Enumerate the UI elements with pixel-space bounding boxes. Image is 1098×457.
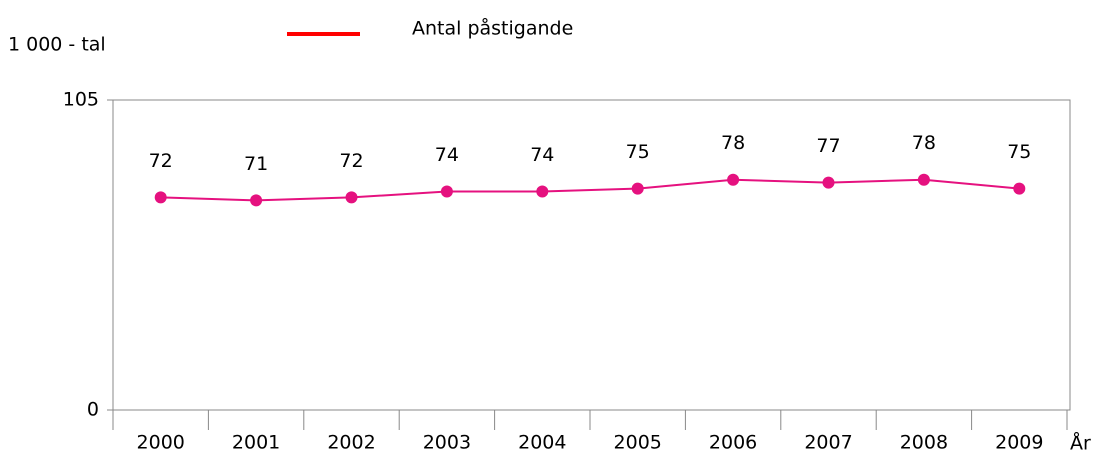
x-tick-label: 2000 (137, 432, 185, 454)
data-label: 78 (912, 132, 936, 154)
y-tick-label: 0 (87, 399, 99, 421)
data-point (822, 176, 835, 189)
data-point (154, 191, 167, 204)
data-point (440, 185, 453, 198)
x-axis-label: År (1070, 432, 1091, 455)
data-point (536, 185, 549, 198)
x-tick-label: 2002 (327, 432, 375, 454)
data-label: 75 (1007, 141, 1031, 163)
plot-area (112, 99, 1071, 411)
data-point (250, 194, 263, 207)
data-label: 72 (149, 150, 173, 172)
data-label: 71 (244, 153, 268, 175)
data-point (917, 173, 930, 186)
x-tick-label: 2008 (900, 432, 948, 454)
legend-label: Antal påstigande (412, 17, 573, 40)
data-label: 77 (816, 135, 840, 157)
data-label: 74 (435, 144, 459, 166)
x-tick-label: 2007 (804, 432, 852, 454)
x-tick-label: 2004 (518, 432, 566, 454)
x-tick-label: 2005 (614, 432, 662, 454)
data-point (345, 191, 358, 204)
y-axis-label: 1 000 - tal (8, 34, 106, 56)
data-label: 75 (626, 141, 650, 163)
x-tick-label: 2003 (423, 432, 471, 454)
data-point (727, 173, 740, 186)
y-tick-label: 105 (63, 89, 99, 111)
data-point (631, 182, 644, 195)
x-tick-label: 2009 (995, 432, 1043, 454)
data-label: 74 (530, 144, 554, 166)
x-tick-label: 2001 (232, 432, 280, 454)
data-label: 72 (339, 150, 363, 172)
data-label: 78 (721, 132, 745, 154)
x-tick-label: 2006 (709, 432, 757, 454)
data-point (1013, 182, 1026, 195)
series-line (160, 178, 1020, 202)
